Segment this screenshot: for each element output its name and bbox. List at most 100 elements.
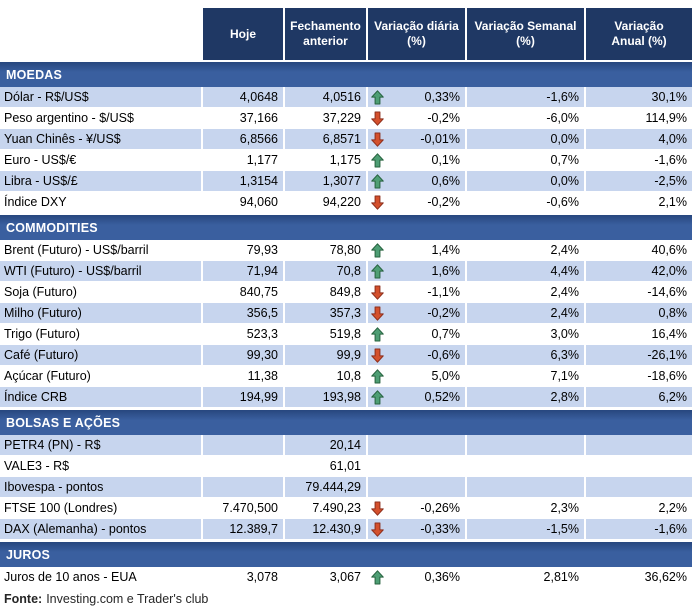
up-arrow-icon bbox=[371, 90, 384, 105]
column-header-1: Fechamento anterior bbox=[285, 8, 368, 60]
cell-hoje: 356,5 bbox=[203, 303, 285, 324]
cell-variacao-diaria: -0,2% bbox=[368, 303, 467, 324]
up-arrow-icon bbox=[371, 264, 384, 279]
cell-fechamento-anterior: 519,8 bbox=[285, 324, 368, 345]
row-label: Yuan Chinês - ¥/US$ bbox=[0, 129, 203, 150]
cell-variacao-diaria: 5,0% bbox=[368, 366, 467, 387]
cell-variacao-diaria: 1,6% bbox=[368, 261, 467, 282]
row-label: FTSE 100 (Londres) bbox=[0, 498, 203, 519]
cell-variacao-semanal: -1,5% bbox=[467, 519, 586, 540]
table-row: Peso argentino - $/US$ 37,166 37,229 -0,2% -… bbox=[0, 108, 692, 129]
cell-variacao-anual: 6,2% bbox=[586, 387, 692, 408]
table-row: Índice DXY 94,060 94,220 -0,2% -0,6% 2,1% bbox=[0, 192, 692, 213]
down-arrow-icon bbox=[371, 348, 384, 363]
cell-fechamento-anterior: 10,8 bbox=[285, 366, 368, 387]
cell-fechamento-anterior: 4,0516 bbox=[285, 87, 368, 108]
cell-variacao-semanal: 7,1% bbox=[467, 366, 586, 387]
variacao-diaria-value: -0,33% bbox=[420, 522, 460, 536]
cell-fechamento-anterior: 79.444,29 bbox=[285, 477, 368, 498]
cell-variacao-anual: 2,2% bbox=[586, 498, 692, 519]
variacao-diaria-value: -0,26% bbox=[420, 501, 460, 515]
section-header-1: COMMODITIES bbox=[0, 215, 692, 240]
variacao-diaria-value: 0,36% bbox=[424, 570, 460, 584]
variacao-diaria-value: 0,7% bbox=[431, 327, 461, 341]
row-label: Peso argentino - $/US$ bbox=[0, 108, 203, 129]
row-label: Dólar - R$/US$ bbox=[0, 87, 203, 108]
cell-variacao-semanal: 2,4% bbox=[467, 303, 586, 324]
cell-hoje bbox=[203, 456, 285, 477]
cell-fechamento-anterior: 61,01 bbox=[285, 456, 368, 477]
down-arrow-icon bbox=[371, 522, 384, 537]
up-arrow-icon bbox=[371, 390, 384, 405]
cell-fechamento-anterior: 7.490,23 bbox=[285, 498, 368, 519]
cell-variacao-diaria: 0,7% bbox=[368, 324, 467, 345]
table-row: Brent (Futuro) - US$/barril 79,93 78,80 1,4… bbox=[0, 240, 692, 261]
cell-hoje: 71,94 bbox=[203, 261, 285, 282]
source-note: Fonte: Investing.com e Trader's club bbox=[0, 588, 692, 609]
variacao-diaria-value: 0,6% bbox=[431, 174, 461, 188]
cell-fechamento-anterior: 3,067 bbox=[285, 567, 368, 588]
cell-variacao-diaria: -0,26% bbox=[368, 498, 467, 519]
cell-variacao-semanal: -0,6% bbox=[467, 192, 586, 213]
cell-variacao-semanal bbox=[467, 456, 586, 477]
cell-hoje: 1,3154 bbox=[203, 171, 285, 192]
variacao-diaria-value: 1,6% bbox=[431, 264, 461, 278]
table-row: Soja (Futuro) 840,75 849,8 -1,1% 2,4% -14,6% bbox=[0, 282, 692, 303]
row-label: Índice DXY bbox=[0, 192, 203, 213]
cell-fechamento-anterior: 78,80 bbox=[285, 240, 368, 261]
table-row: Juros de 10 anos - EUA 3,078 3,067 0,36% 2,8… bbox=[0, 567, 692, 588]
table-row: Milho (Futuro) 356,5 357,3 -0,2% 2,4% 0,8% bbox=[0, 303, 692, 324]
cell-hoje bbox=[203, 435, 285, 456]
row-label: Trigo (Futuro) bbox=[0, 324, 203, 345]
table-row: Ibovespa - pontos 79.444,29 bbox=[0, 477, 692, 498]
down-arrow-icon bbox=[371, 111, 384, 126]
cell-fechamento-anterior: 357,3 bbox=[285, 303, 368, 324]
cell-variacao-anual: 16,4% bbox=[586, 324, 692, 345]
cell-fechamento-anterior: 20,14 bbox=[285, 435, 368, 456]
table-row: Dólar - R$/US$ 4,0648 4,0516 0,33% -1,6% 30,1… bbox=[0, 87, 692, 108]
down-arrow-icon bbox=[371, 306, 384, 321]
column-header-3: Variação Semanal (%) bbox=[467, 8, 586, 60]
cell-variacao-semanal: 2,8% bbox=[467, 387, 586, 408]
row-label: Índice CRB bbox=[0, 387, 203, 408]
cell-variacao-anual: 4,0% bbox=[586, 129, 692, 150]
cell-variacao-diaria bbox=[368, 477, 467, 498]
cell-hoje: 6,8566 bbox=[203, 129, 285, 150]
table-row: FTSE 100 (Londres) 7.470,500 7.490,23 -0,26… bbox=[0, 498, 692, 519]
cell-variacao-anual: -26,1% bbox=[586, 345, 692, 366]
cell-variacao-anual: 40,6% bbox=[586, 240, 692, 261]
cell-variacao-semanal: -1,6% bbox=[467, 87, 586, 108]
cell-variacao-semanal: -6,0% bbox=[467, 108, 586, 129]
cell-variacao-diaria: 0,6% bbox=[368, 171, 467, 192]
variacao-diaria-value: -0,2% bbox=[427, 306, 460, 320]
row-label: Brent (Futuro) - US$/barril bbox=[0, 240, 203, 261]
cell-variacao-semanal: 0,7% bbox=[467, 150, 586, 171]
cell-hoje: 1,177 bbox=[203, 150, 285, 171]
row-label: Açúcar (Futuro) bbox=[0, 366, 203, 387]
cell-fechamento-anterior: 193,98 bbox=[285, 387, 368, 408]
header-spacer bbox=[0, 8, 203, 60]
cell-variacao-diaria: -0,33% bbox=[368, 519, 467, 540]
section-header-2: BOLSAS E AÇÕES bbox=[0, 410, 692, 435]
column-header-4: Variação Anual (%) bbox=[586, 8, 692, 60]
cell-fechamento-anterior: 1,3077 bbox=[285, 171, 368, 192]
cell-fechamento-anterior: 12.430,9 bbox=[285, 519, 368, 540]
variacao-diaria-value: 5,0% bbox=[431, 369, 461, 383]
section-header-3: JUROS bbox=[0, 542, 692, 567]
variacao-diaria-value: -0,2% bbox=[427, 111, 460, 125]
cell-hoje: 11,38 bbox=[203, 366, 285, 387]
cell-hoje: 3,078 bbox=[203, 567, 285, 588]
section-header-0: MOEDAS bbox=[0, 62, 692, 87]
table-row: Índice CRB 194,99 193,98 0,52% 2,8% 6,2% bbox=[0, 387, 692, 408]
up-arrow-icon bbox=[371, 153, 384, 168]
table-row: DAX (Alemanha) - pontos 12.389,7 12.430,9 -… bbox=[0, 519, 692, 540]
cell-variacao-diaria: -1,1% bbox=[368, 282, 467, 303]
cell-variacao-diaria: -0,01% bbox=[368, 129, 467, 150]
cell-variacao-anual: 2,1% bbox=[586, 192, 692, 213]
row-label: Milho (Futuro) bbox=[0, 303, 203, 324]
cell-variacao-anual: -2,5% bbox=[586, 171, 692, 192]
table-row: Açúcar (Futuro) 11,38 10,8 5,0% 7,1% -18,6% bbox=[0, 366, 692, 387]
row-label: Euro - US$/€ bbox=[0, 150, 203, 171]
table-row: Yuan Chinês - ¥/US$ 6,8566 6,8571 -0,01% 0,0… bbox=[0, 129, 692, 150]
cell-variacao-anual: 114,9% bbox=[586, 108, 692, 129]
